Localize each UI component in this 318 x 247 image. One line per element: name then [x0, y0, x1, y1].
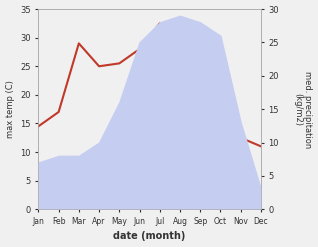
Y-axis label: max temp (C): max temp (C): [5, 80, 15, 138]
X-axis label: date (month): date (month): [114, 231, 186, 242]
Y-axis label: med. precipitation
(kg/m2): med. precipitation (kg/m2): [293, 71, 313, 148]
